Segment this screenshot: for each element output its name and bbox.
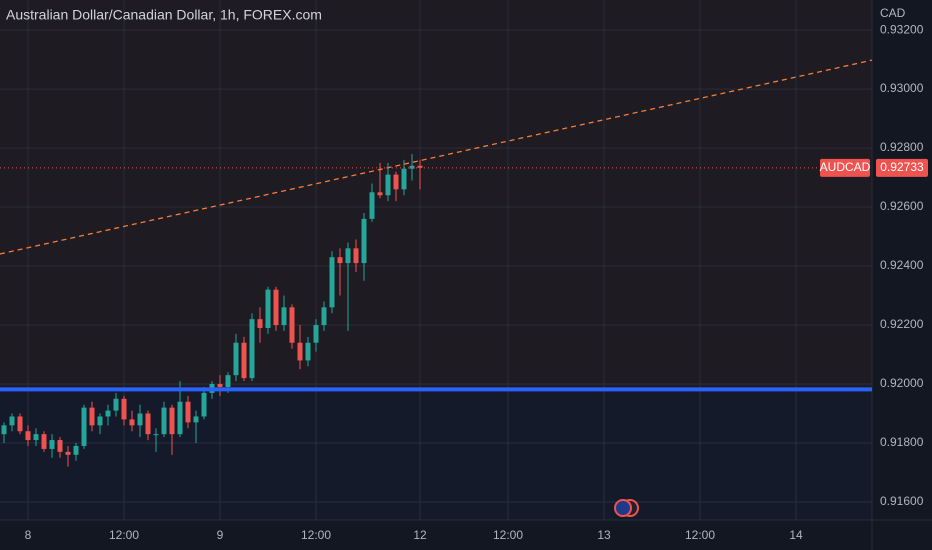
candle-body xyxy=(25,431,31,441)
candle-body xyxy=(137,413,143,426)
candle-body xyxy=(377,192,383,196)
candle-body xyxy=(1,425,7,435)
candle-body xyxy=(321,307,327,326)
candle-body xyxy=(185,401,191,423)
last-price-label: 0.92733 xyxy=(880,160,924,174)
candle-body xyxy=(17,416,23,432)
candle-body xyxy=(353,248,359,264)
y-tick-label: 0.92800 xyxy=(880,140,924,154)
candle-body xyxy=(49,440,55,449)
y-tick-label: 0.93200 xyxy=(880,22,924,36)
candle-body xyxy=(217,384,223,387)
event-icons xyxy=(614,499,639,517)
candle-body xyxy=(33,434,39,441)
candle-body xyxy=(241,342,247,379)
candle-body xyxy=(97,416,103,426)
x-tick-label: 14 xyxy=(789,528,803,542)
trend-line xyxy=(0,59,873,255)
y-tick-label: 0.92600 xyxy=(880,199,924,213)
y-tick-label: 0.92000 xyxy=(880,376,924,390)
candle-body xyxy=(169,407,175,435)
candle-body xyxy=(153,434,159,436)
candle-body xyxy=(417,165,423,168)
x-tick-label: 9 xyxy=(217,528,224,542)
chart-title: Australian Dollar/Canadian Dollar, 1h, F… xyxy=(6,7,322,23)
candle-body xyxy=(305,342,311,361)
candle-body xyxy=(273,289,279,326)
candle-body xyxy=(297,342,303,361)
candle-body xyxy=(121,398,127,420)
candle-body xyxy=(193,416,199,423)
y-tick-label: 0.91800 xyxy=(880,435,924,449)
symbol-tag xyxy=(820,158,870,177)
currency-label: CAD xyxy=(880,6,906,20)
candle-body xyxy=(113,398,119,411)
candle-body xyxy=(393,174,399,190)
y-tick-label: 0.91600 xyxy=(880,494,924,508)
candle-body xyxy=(89,407,95,426)
candle-body xyxy=(401,168,407,190)
upper-zone xyxy=(0,0,872,390)
x-tick-label: 12:00 xyxy=(493,528,523,542)
candles xyxy=(1,153,423,467)
x-tick-label: 12:00 xyxy=(301,528,331,542)
candle-body xyxy=(249,319,255,379)
candle-body xyxy=(289,307,295,343)
candle-body xyxy=(57,440,63,452)
grid xyxy=(0,0,872,520)
candle-body xyxy=(257,319,263,328)
price-tag xyxy=(876,158,928,177)
candle-body xyxy=(345,248,351,264)
candle-body xyxy=(233,342,239,376)
candle-body xyxy=(65,451,71,455)
x-tick-label: 12:00 xyxy=(685,528,715,542)
symbol-label: AUDCAD xyxy=(820,160,871,174)
y-tick-label: 0.92400 xyxy=(880,258,924,272)
candle-body xyxy=(201,392,207,417)
candle-body xyxy=(409,165,415,169)
candle-body xyxy=(73,445,79,455)
candle-body xyxy=(385,174,391,196)
candle-body xyxy=(81,407,87,446)
candle-body xyxy=(225,375,231,387)
candle-body xyxy=(281,307,287,326)
candle-body xyxy=(161,407,167,435)
candle-body xyxy=(105,410,111,417)
y-tick-label: 0.92200 xyxy=(880,317,924,331)
lower-zone xyxy=(0,389,872,520)
y-tick-label: 0.93000 xyxy=(880,81,924,95)
x-tick-label: 8 xyxy=(25,528,32,542)
candle-body xyxy=(369,192,375,219)
candle-body xyxy=(9,416,15,426)
candle-body xyxy=(337,257,343,264)
candle-body xyxy=(313,325,319,343)
candle-body xyxy=(41,434,47,449)
x-tick-label: 13 xyxy=(597,528,611,542)
x-tick-label: 12 xyxy=(413,528,427,542)
candle-body xyxy=(361,218,367,264)
candle-body xyxy=(129,419,135,426)
event-icon[interactable] xyxy=(614,499,632,517)
candle-body xyxy=(145,413,151,435)
candle-body xyxy=(329,257,335,308)
x-tick-label: 12:00 xyxy=(109,528,139,542)
candle-body xyxy=(177,401,183,435)
candle-body xyxy=(265,289,271,328)
